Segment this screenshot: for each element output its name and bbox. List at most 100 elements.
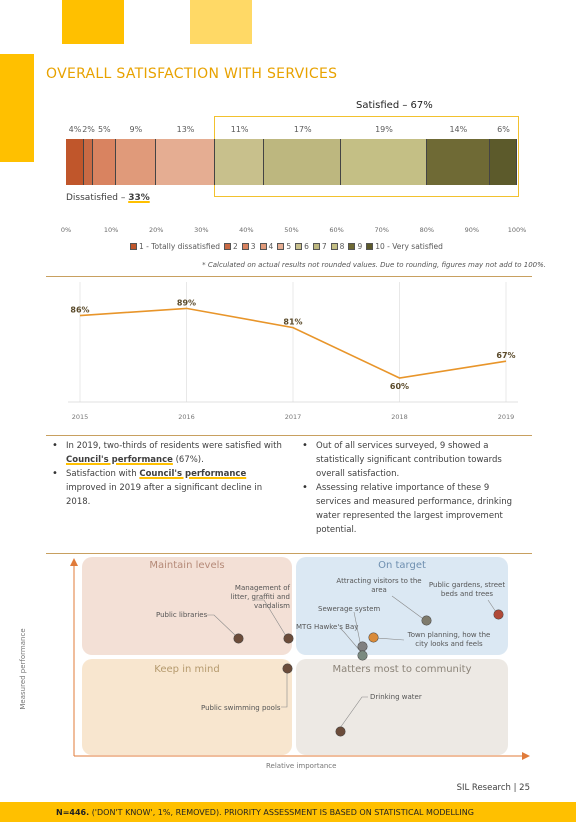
data-label: 86% <box>70 306 89 315</box>
x-tick-label: 2018 <box>391 413 408 421</box>
legend-swatch <box>223 243 231 250</box>
point-label: MTG Hawke's Bay <box>296 623 359 631</box>
series-line <box>79 307 507 379</box>
quadrant-title: Matters most to community <box>332 664 472 675</box>
x-tick-label: 90% <box>464 226 480 234</box>
x-tick-label: 2017 <box>285 413 302 421</box>
legend-label: 7 <box>321 242 327 251</box>
bar-segment <box>214 139 265 185</box>
x-tick-label: 30% <box>194 226 209 234</box>
point-label: Public libraries <box>156 611 208 619</box>
quadrant-maintain-levels <box>82 557 292 655</box>
divider-top <box>46 276 532 277</box>
scatter-point <box>494 610 503 619</box>
x-tick-label: 10% <box>103 226 119 234</box>
bar-segment <box>66 139 85 185</box>
bullets-left: In 2019, two-thirds of residents were sa… <box>52 439 287 509</box>
bar-segment <box>156 139 215 185</box>
quadrant-axes <box>70 558 530 760</box>
bar-segment <box>84 139 94 185</box>
point-label: Sewerage system <box>318 605 381 613</box>
point-label: Drinking water <box>370 693 422 701</box>
satisfied-label: Satisfied – 67% <box>356 100 433 111</box>
legend-swatch <box>277 243 285 250</box>
data-label: 60% <box>390 382 409 391</box>
legend-item: 2 <box>223 242 238 251</box>
footnote: * Calculated on actual results not round… <box>202 261 546 269</box>
bar-value-label: 14% <box>449 125 468 134</box>
page-title: OVERALL SATISFACTION WITH SERVICES <box>46 66 338 82</box>
side-accent-bar <box>0 54 34 162</box>
x-tick-label: 2019 <box>498 413 515 421</box>
bar-value-label: 9% <box>129 125 143 134</box>
x-tick-label: 60% <box>329 226 344 234</box>
quadrant-matters-most <box>296 659 508 755</box>
data-label: 81% <box>283 318 302 327</box>
stacked-bar <box>66 139 517 185</box>
legend-item: 3 <box>241 242 256 251</box>
quadrant-title: On target <box>378 560 426 571</box>
bar-segment <box>341 139 427 185</box>
legend-item: 8 <box>330 242 345 251</box>
legend-swatch <box>259 243 267 250</box>
bullet-item: Out of all services surveyed, 9 showed a… <box>302 439 522 481</box>
x-tick-label: 70% <box>374 226 389 234</box>
legend-swatch <box>366 243 374 250</box>
legend-label: 9 <box>357 242 363 251</box>
legend-label: 8 <box>339 242 345 251</box>
legend-swatch <box>241 243 249 250</box>
legend-swatch <box>295 243 303 250</box>
legend-item: 5 <box>277 242 291 251</box>
quadrant-on-target <box>296 557 508 655</box>
legend-label: 3 <box>250 242 256 251</box>
legend-item: 1 - Totally dissatisfied <box>130 242 220 251</box>
legend-swatch <box>330 243 338 250</box>
scatter-point <box>336 727 345 736</box>
bullet-item: Assessing relative importance of these 9… <box>302 481 522 537</box>
data-label: 89% <box>177 298 196 307</box>
legend-item: 9 <box>348 242 362 251</box>
x-axis-label: Relative importance <box>266 762 337 770</box>
scatter-point <box>234 634 243 643</box>
bar-value-label: 4% <box>68 125 82 134</box>
bar-value-label: 6% <box>497 125 510 134</box>
x-tick-label: 100% <box>507 226 527 234</box>
point-label: Management of litter, graffiti and vanda… <box>230 584 290 610</box>
x-tick-label: 40% <box>239 226 254 234</box>
legend-label: 4 <box>268 242 274 251</box>
bar-segment <box>115 139 157 185</box>
data-label: 67% <box>496 351 515 360</box>
legend-label: 5 <box>286 242 292 251</box>
point-label: Public swimming pools <box>201 704 281 712</box>
quadrant-title: Keep in mind <box>154 664 220 675</box>
x-tick-label: 2016 <box>178 413 195 421</box>
legend-swatch <box>348 243 356 250</box>
bullet-item: In 2019, two-thirds of residents were sa… <box>52 439 287 467</box>
header-tab-2 <box>190 0 252 44</box>
point-label: Attracting visitors to the area <box>336 577 422 594</box>
legend-label: 2 <box>232 242 238 251</box>
x-tick-label: 80% <box>419 226 435 234</box>
scatter-point <box>422 616 431 625</box>
legend-item: 7 <box>312 242 327 251</box>
legend-item: 6 <box>295 242 309 251</box>
scatter-point <box>358 651 367 660</box>
legend-item: 4 <box>259 242 274 251</box>
bar-segment <box>264 139 342 185</box>
dissatisfied-label: Dissatisfied – 33% <box>66 193 150 203</box>
x-tick-label: 50% <box>284 226 299 234</box>
bar-value-label: 5% <box>97 125 111 134</box>
legend-label: 10 - Very satisfied <box>375 242 443 251</box>
divider-mid <box>46 435 532 436</box>
legend-item: 10 - Very satisfied <box>366 242 443 251</box>
legend-swatch <box>312 243 320 250</box>
bar-value-label: 11% <box>230 125 249 134</box>
point-label: Public gardens, street beds and trees <box>428 581 506 598</box>
bar-segment <box>93 139 116 185</box>
legend-label: 6 <box>304 242 309 251</box>
bar-segment <box>426 139 490 185</box>
point-label: Town planning, how the city looks and fe… <box>407 631 491 648</box>
footer-bar: N=446. ('DON'T KNOW', 1%, REMOVED). PRIO… <box>0 802 576 822</box>
x-tick-label: 20% <box>148 226 164 234</box>
